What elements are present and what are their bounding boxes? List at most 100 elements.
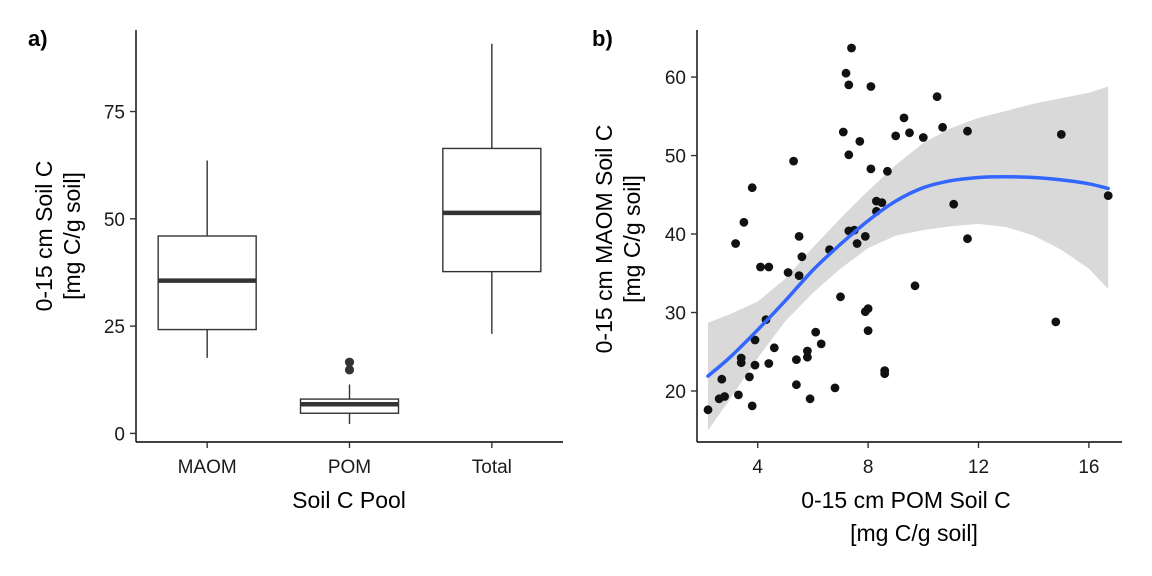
- x-tick-label: MAOM: [178, 457, 237, 478]
- boxplot-group: [157, 43, 542, 424]
- panel-a-y-ticks: 0 25 50 75: [104, 103, 136, 445]
- scatter-point: [830, 383, 840, 393]
- scatter-point: [880, 369, 890, 379]
- scatter-point: [877, 198, 887, 208]
- scatter-point: [747, 183, 757, 193]
- box-iqr: [442, 147, 542, 273]
- box-outlier: [344, 357, 355, 367]
- scatter-point: [717, 374, 727, 384]
- x-tick-label: 4: [752, 457, 763, 478]
- y-tick-label: 50: [665, 147, 686, 168]
- scatter-point: [836, 292, 845, 302]
- panel-a-y-axis-title-line1: 0-15 cm Soil C: [31, 161, 57, 312]
- smooth-fit-line: [706, 175, 1110, 378]
- scatter-point: [844, 150, 854, 160]
- scatter-point: [949, 199, 959, 209]
- scatter-point: [756, 262, 765, 272]
- y-tick-label: 75: [104, 103, 125, 124]
- scatter-point: [844, 80, 854, 90]
- scatter-point: [910, 281, 920, 291]
- x-tick-label: 12: [968, 457, 989, 478]
- x-tick-label: POM: [328, 457, 371, 478]
- box-outlier: [344, 365, 355, 375]
- panel-b-y-ticks: 20 30 40 50 60: [665, 68, 697, 403]
- scatter-point: [891, 131, 901, 141]
- panel-b-x-axis-title-line1: 0-15 cm POM Soil C: [801, 487, 1011, 513]
- scatter-point: [866, 82, 876, 91]
- scatter-point: [745, 372, 754, 382]
- scatter-point: [855, 137, 865, 146]
- scatter-point: [764, 262, 774, 272]
- scatter-point: [1103, 191, 1113, 201]
- panel-b-x-ticks: 4 8 12 16: [752, 442, 1099, 478]
- y-tick-label: 40: [665, 225, 686, 246]
- x-tick-label: 8: [863, 457, 874, 478]
- scatter-point: [797, 252, 807, 262]
- scatter-point: [847, 43, 856, 53]
- scatter-point: [1056, 130, 1066, 139]
- panel-a-label: a): [28, 26, 48, 51]
- scatter-point: [905, 128, 914, 138]
- scatter-point: [863, 304, 873, 313]
- panel-b-y-axis-title: 0-15 cm MAOM Soil C [mg C/g soil]: [591, 125, 645, 354]
- panel-a-y-axis-title-line2: [mg C/g soil]: [59, 172, 85, 300]
- scatter-point: [938, 122, 947, 132]
- scatter-point: [1051, 317, 1061, 327]
- scatter-point: [963, 126, 972, 136]
- scatter-point: [838, 127, 848, 137]
- scatter-point: [794, 232, 804, 241]
- scatter-point: [750, 360, 760, 370]
- scatter-point: [963, 234, 972, 244]
- scatter-point: [899, 113, 909, 123]
- scatter-point: [764, 359, 774, 368]
- panel-b-axes: [696, 30, 1122, 443]
- scatter-point: [736, 358, 746, 368]
- panel-a-boxplot: a) 0 25 50 75 MAOM POM Total Soil C Pool 0-15…: [28, 26, 563, 513]
- scatter-point: [816, 339, 826, 349]
- panel-a-y-axis-title: 0-15 cm Soil C [mg C/g soil]: [31, 161, 85, 312]
- scatter-point: [803, 346, 812, 356]
- x-tick-label: 16: [1078, 457, 1099, 478]
- y-tick-label: 30: [665, 304, 686, 325]
- scatter-point: [731, 239, 740, 248]
- scatter-point: [789, 156, 798, 166]
- scatter-point: [841, 68, 851, 78]
- scatter-point: [734, 390, 743, 400]
- scatter-point: [863, 326, 873, 335]
- scatter-point: [860, 232, 870, 241]
- scatter-point: [805, 394, 815, 404]
- scatter-point: [720, 392, 729, 401]
- y-tick-label: 50: [104, 210, 125, 231]
- scatter-point: [792, 355, 801, 364]
- scatter-point: [750, 335, 760, 345]
- panel-b-label: b): [592, 26, 613, 51]
- scatter-point: [811, 327, 821, 337]
- scatter-point: [794, 271, 804, 280]
- panel-a-x-axis-title: Soil C Pool: [292, 487, 406, 513]
- scatter-points: [703, 43, 1113, 415]
- panel-b-y-axis-title-line1: 0-15 cm MAOM Soil C: [591, 125, 617, 354]
- confidence-band: [708, 86, 1109, 431]
- scatter-point: [852, 239, 862, 248]
- panel-a-x-ticks: MAOM POM Total: [178, 442, 512, 478]
- y-tick-label: 60: [665, 68, 686, 89]
- scatter-point: [883, 166, 892, 176]
- x-tick-label: Total: [472, 457, 512, 478]
- scatter-point: [769, 343, 779, 353]
- scatter-point: [803, 352, 812, 362]
- scatter-point: [918, 133, 928, 142]
- y-tick-label: 20: [665, 382, 686, 403]
- y-tick-label: 0: [114, 424, 125, 445]
- scatter-point: [747, 401, 757, 411]
- scatter-point: [866, 164, 876, 174]
- scatter-point: [739, 217, 749, 227]
- scatter-point: [792, 380, 801, 390]
- panel-b-y-axis-title-line2: [mg C/g soil]: [619, 175, 645, 303]
- scatter-point: [932, 92, 942, 102]
- y-tick-label: 25: [104, 317, 125, 338]
- scatter-point: [703, 405, 713, 415]
- panel-b-x-axis-title-line2: [mg C/g soil]: [850, 520, 978, 546]
